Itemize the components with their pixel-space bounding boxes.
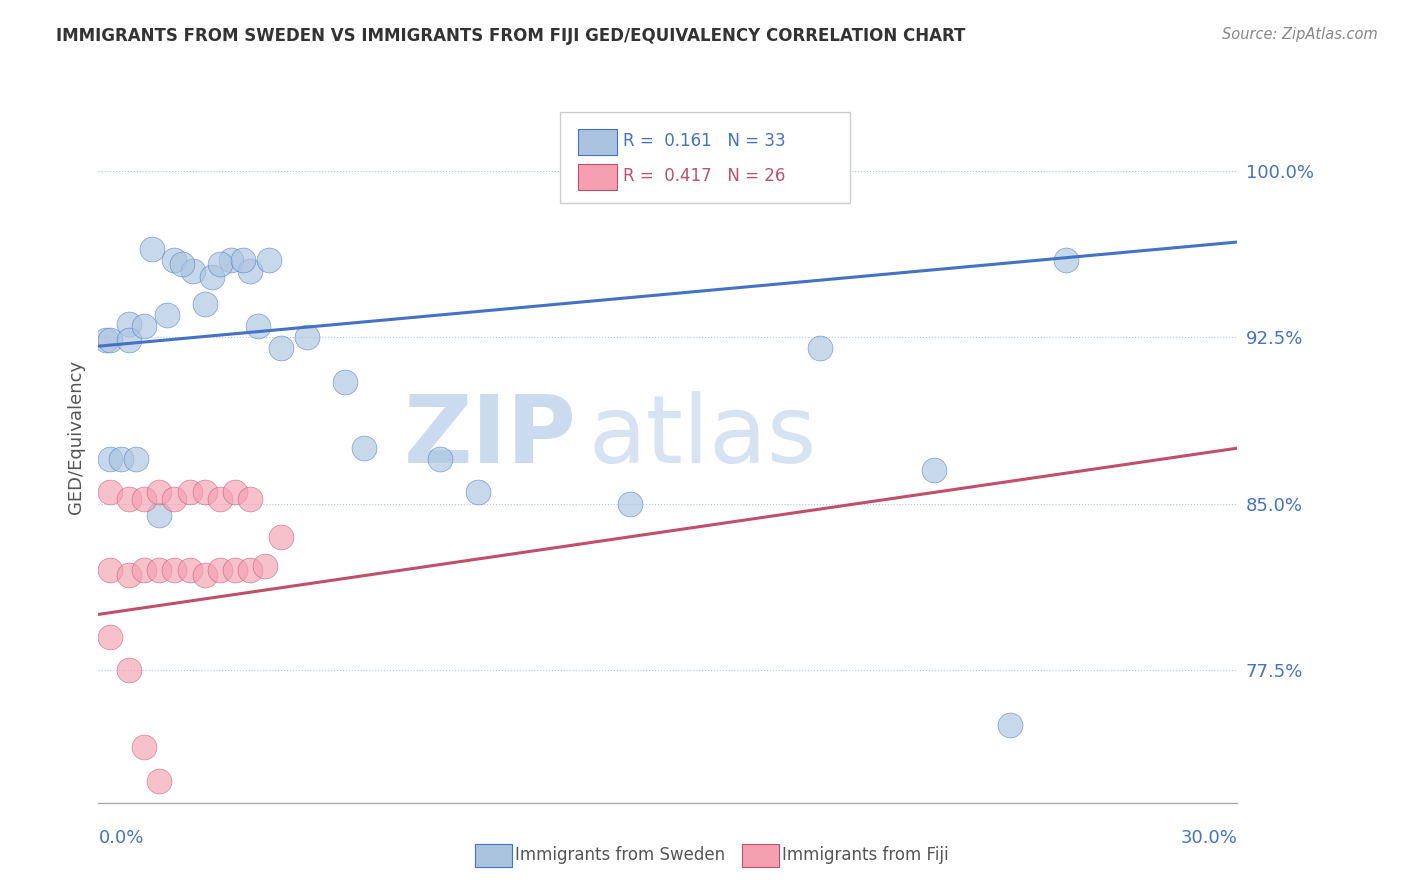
Text: R =  0.161   N = 33: R = 0.161 N = 33: [623, 132, 786, 150]
Point: [163, 563, 186, 577]
Text: Immigrants from Fiji: Immigrants from Fiji: [782, 847, 949, 864]
Point: [179, 485, 201, 500]
Point: [208, 492, 231, 507]
Text: IMMIGRANTS FROM SWEDEN VS IMMIGRANTS FROM FIJI GED/EQUIVALENCY CORRELATION CHART: IMMIGRANTS FROM SWEDEN VS IMMIGRANTS FRO…: [56, 27, 966, 45]
Point: [239, 563, 262, 577]
Point: [110, 452, 132, 467]
Point: [232, 252, 254, 267]
Point: [998, 718, 1021, 732]
Point: [118, 663, 141, 677]
Point: [132, 492, 155, 507]
Point: [148, 508, 170, 522]
Point: [141, 242, 163, 256]
Point: [270, 342, 292, 356]
Point: [118, 333, 141, 347]
Y-axis label: GED/Equivalency: GED/Equivalency: [66, 360, 84, 514]
Point: [224, 563, 246, 577]
Point: [98, 333, 121, 347]
Point: [148, 773, 170, 788]
Point: [125, 452, 148, 467]
Text: 30.0%: 30.0%: [1181, 830, 1237, 847]
Point: [239, 264, 262, 278]
Point: [808, 342, 831, 356]
Point: [221, 252, 243, 267]
Point: [270, 530, 292, 544]
Point: [183, 264, 205, 278]
Point: [208, 257, 231, 271]
Point: [163, 492, 186, 507]
Point: [98, 563, 121, 577]
Point: [194, 567, 217, 582]
Text: ZIP: ZIP: [404, 391, 576, 483]
Point: [259, 252, 281, 267]
FancyBboxPatch shape: [560, 112, 851, 203]
Point: [98, 485, 121, 500]
Point: [94, 333, 117, 347]
Text: R =  0.417   N = 26: R = 0.417 N = 26: [623, 167, 786, 185]
Point: [163, 252, 186, 267]
Text: Source: ZipAtlas.com: Source: ZipAtlas.com: [1222, 27, 1378, 42]
Point: [156, 308, 179, 322]
Point: [239, 492, 262, 507]
Point: [179, 563, 201, 577]
Point: [98, 452, 121, 467]
Point: [148, 485, 170, 500]
Point: [254, 558, 277, 573]
Point: [224, 485, 246, 500]
Point: [118, 567, 141, 582]
Point: [1056, 252, 1078, 267]
Point: [132, 740, 155, 755]
Point: [922, 463, 945, 477]
Point: [467, 485, 489, 500]
Point: [132, 319, 155, 334]
Point: [201, 270, 224, 285]
Point: [194, 485, 217, 500]
Text: Immigrants from Sweden: Immigrants from Sweden: [515, 847, 724, 864]
Point: [118, 492, 141, 507]
Point: [353, 441, 375, 455]
Point: [619, 497, 641, 511]
Text: atlas: atlas: [588, 391, 817, 483]
Point: [118, 317, 141, 331]
FancyBboxPatch shape: [578, 163, 617, 190]
Point: [170, 257, 193, 271]
FancyBboxPatch shape: [578, 129, 617, 155]
Point: [429, 452, 451, 467]
Point: [148, 563, 170, 577]
Point: [335, 375, 357, 389]
Point: [246, 319, 269, 334]
Point: [132, 563, 155, 577]
Point: [98, 630, 121, 644]
Point: [208, 563, 231, 577]
Point: [194, 297, 217, 311]
Text: 0.0%: 0.0%: [98, 830, 143, 847]
Point: [297, 330, 319, 344]
